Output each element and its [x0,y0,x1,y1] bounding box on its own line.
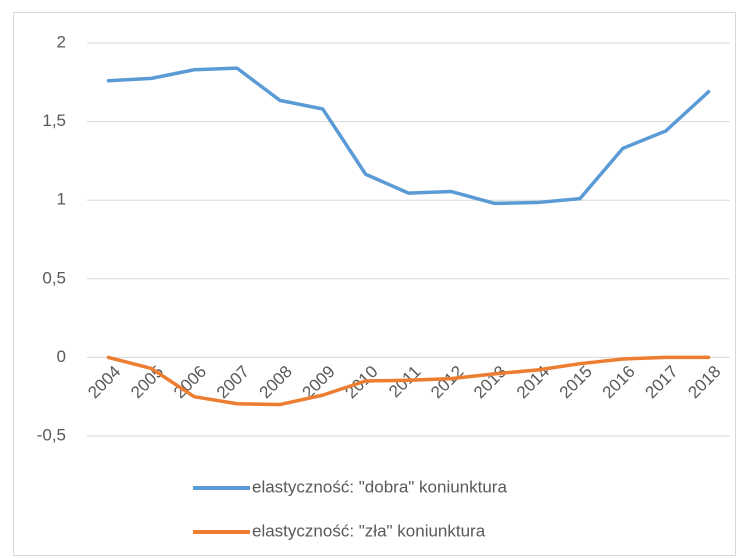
y-tick-label: 1 [57,190,66,209]
y-tick-label: 2 [57,32,66,51]
y-tick-label: 0,5 [42,268,66,287]
y-tick-label: -0,5 [37,425,66,444]
chart-frame [13,12,736,556]
data-line [106,66,711,206]
y-tick-label: 0 [57,347,66,366]
legend-label: elastyczność: "zła" koniunktura [252,521,486,540]
legend-label: elastyczność: "dobra" koniunktura [252,477,507,496]
y-tick-label: 1,5 [42,111,66,130]
data-line [106,355,711,407]
